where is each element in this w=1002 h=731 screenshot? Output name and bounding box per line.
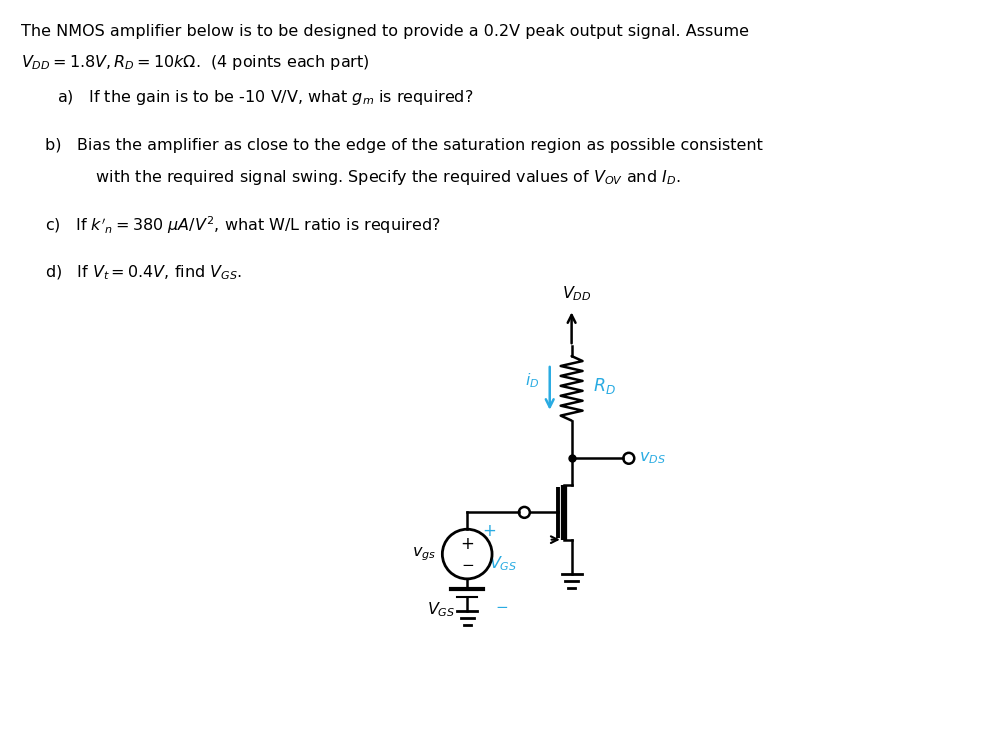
Text: +: + xyxy=(460,535,474,553)
Text: $-$: $-$ xyxy=(495,598,508,613)
Text: $V_{DD} = 1.8V, R_D = 10k\Omega$.  (4 points each part): $V_{DD} = 1.8V, R_D = 10k\Omega$. (4 poi… xyxy=(21,53,369,72)
Text: $V_{GS}$: $V_{GS}$ xyxy=(489,555,517,573)
Text: The NMOS amplifier below is to be designed to provide a 0.2V peak output signal.: The NMOS amplifier below is to be design… xyxy=(21,23,747,39)
Text: +: + xyxy=(482,522,496,540)
Text: $v_{DS}$: $v_{DS}$ xyxy=(638,450,665,466)
Text: c)   If $k'_n = 380\ \mu A/V^2$, what W/L ratio is required?: c) If $k'_n = 380\ \mu A/V^2$, what W/L … xyxy=(44,214,440,236)
Text: $V_{GS}$: $V_{GS}$ xyxy=(427,601,455,619)
Text: $R_D$: $R_D$ xyxy=(593,376,615,396)
Text: $-$: $-$ xyxy=(460,556,473,572)
Text: d)   If $V_t = 0.4V$, find $V_{GS}$.: d) If $V_t = 0.4V$, find $V_{GS}$. xyxy=(44,264,241,282)
Text: with the required signal swing. Specify the required values of $V_{OV}$ and $I_D: with the required signal swing. Specify … xyxy=(44,167,679,186)
Text: $V_{DD}$: $V_{DD}$ xyxy=(561,285,591,303)
Text: $i_D$: $i_D$ xyxy=(525,371,539,390)
Text: a)   If the gain is to be -10 V/V, what $g_m$ is required?: a) If the gain is to be -10 V/V, what $g… xyxy=(57,88,473,107)
Text: $v_{gs}$: $v_{gs}$ xyxy=(412,545,436,563)
Text: b)   Bias the amplifier as close to the edge of the saturation region as possibl: b) Bias the amplifier as close to the ed… xyxy=(44,137,762,153)
